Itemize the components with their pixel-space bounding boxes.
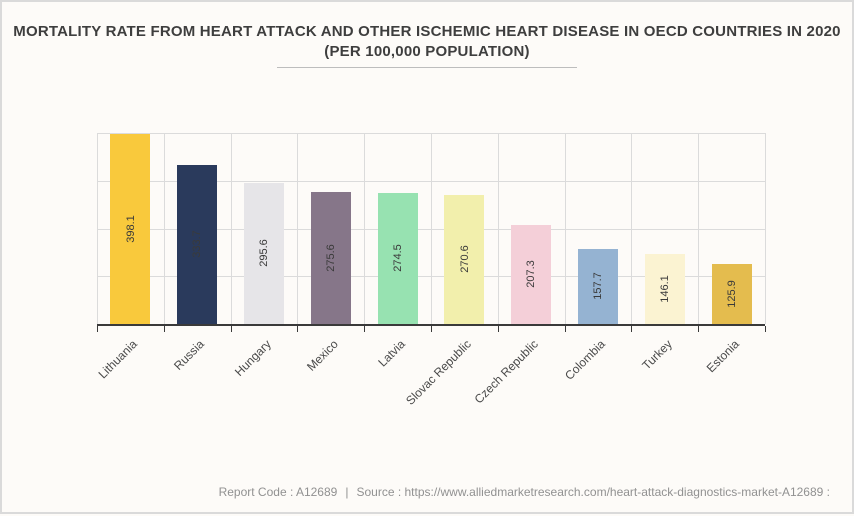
- bar-mexico: 275.6: [310, 192, 351, 324]
- gridline-vertical: [297, 133, 299, 324]
- x-axis-tick: [564, 326, 566, 332]
- x-axis-tick: [698, 326, 700, 332]
- bar-value-label: 270.6: [458, 245, 471, 274]
- chart-title-line1: MORTALITY RATE FROM HEART ATTACK AND OTH…: [13, 23, 841, 40]
- footer-credit: Report Code : A12689 | Source : https://ww…: [219, 485, 830, 499]
- bar-colombia: 157.7: [578, 248, 618, 324]
- x-axis-tick: [631, 326, 633, 332]
- bar-value-label: 274.5: [391, 244, 404, 273]
- gridline-vertical: [163, 133, 165, 324]
- bar-value-label: 398.1: [124, 215, 137, 243]
- bar-lithuania: 398.1: [110, 133, 151, 324]
- x-axis-tick: [364, 326, 366, 332]
- gridline-vertical: [230, 133, 232, 324]
- bar-value-label: 157.7: [592, 272, 604, 301]
- gridline-vertical: [364, 133, 366, 324]
- bar-value-label: 295.6: [258, 239, 270, 268]
- bar-czech-republic: 207.3: [511, 225, 552, 324]
- bar-slovac-republic: 270.6: [444, 194, 485, 324]
- chart-title-line2: (PER 100,000 POPULATION): [324, 43, 530, 60]
- report-code-text: Report Code : A12689: [218, 485, 338, 499]
- x-axis-tick: [765, 326, 766, 332]
- gridline-vertical: [497, 133, 499, 324]
- x-axis-tick: [163, 326, 165, 332]
- x-axis-line: [97, 324, 765, 326]
- chart-title-block: MORTALITY RATE FROM HEART ATTACK AND OTH…: [2, 2, 852, 68]
- bar-turkey: 146.1: [644, 254, 685, 324]
- gridline-vertical: [431, 133, 432, 324]
- bar-russia: 333.7: [177, 164, 218, 324]
- gridline-vertical: [631, 133, 633, 324]
- bar-hungary: 295.6: [244, 182, 284, 324]
- gridline-vertical: [765, 133, 766, 324]
- bar-value-label: 146.1: [658, 275, 671, 303]
- bar-value-label: 125.9: [725, 280, 738, 308]
- title-underline: [277, 67, 577, 68]
- bar-value-label: 333.7: [191, 230, 204, 259]
- bar-latvia: 274.5: [377, 192, 418, 324]
- x-axis-tick: [297, 326, 299, 332]
- footer-separator: |: [345, 485, 349, 499]
- x-axis-tick: [431, 326, 432, 332]
- source-text: Source : https://www.alliedmarketresearc…: [356, 485, 830, 499]
- bar-estonia: 125.9: [711, 263, 752, 324]
- x-axis-tick: [497, 326, 499, 332]
- gridline-vertical: [97, 133, 98, 324]
- x-axis-tick: [97, 326, 98, 332]
- bar-value-label: 207.3: [525, 260, 538, 289]
- bar-value-label: 275.6: [324, 244, 337, 272]
- gridline-vertical: [564, 133, 566, 324]
- gridline-vertical: [698, 133, 700, 324]
- x-axis-tick: [230, 326, 232, 332]
